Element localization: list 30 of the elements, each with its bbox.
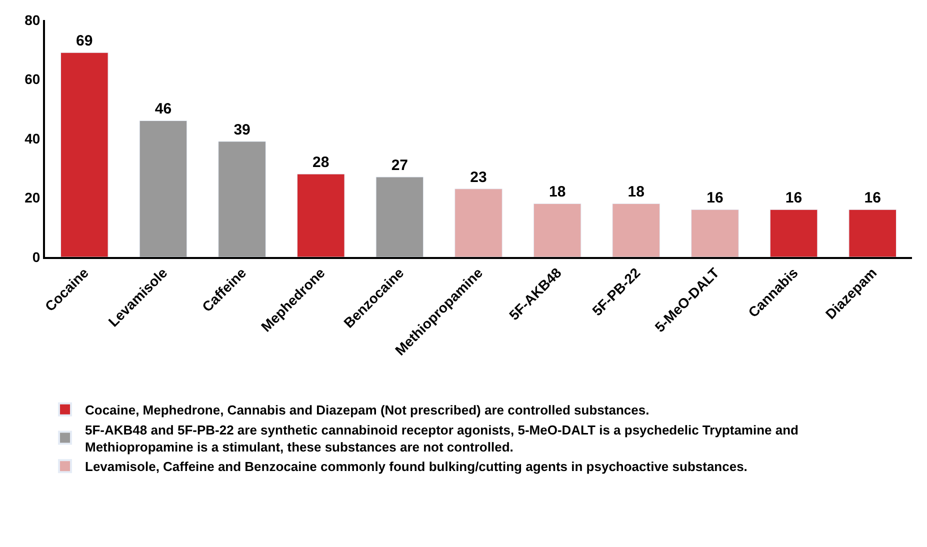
- bar: [691, 209, 739, 257]
- y-tick-label: 0: [32, 248, 40, 265]
- bar: [218, 141, 266, 257]
- y-tick-label: 40: [24, 130, 40, 146]
- y-tick-label: 60: [24, 71, 40, 88]
- bar: [296, 174, 345, 257]
- data-label: 69: [76, 32, 93, 50]
- legend-label: Levamisole, Caffeine and Benzocaine commonly found bulking/cutting agents in psychoactive substances.: [85, 459, 748, 474]
- bar: [848, 209, 896, 257]
- data-label: 16: [706, 190, 724, 207]
- data-label: 39: [234, 121, 250, 138]
- data-label: 16: [864, 190, 881, 207]
- bar: [60, 52, 108, 257]
- bar: [376, 176, 424, 257]
- y-tick-label: 80: [24, 12, 40, 28]
- data-label: 16: [785, 190, 802, 207]
- data-label: 46: [154, 100, 172, 118]
- y-tick-label: 20: [24, 190, 40, 206]
- legend-label: Cocaine, Mephedrone, Cannabis and Diazepam (Not prescribed) are controlled substances.: [85, 402, 650, 418]
- bar: [612, 203, 660, 257]
- bar: [139, 120, 188, 257]
- data-label: 18: [548, 184, 566, 201]
- legend-label: 5F-AKB48 and 5F-PB-22 are synthetic cannabinoid receptor agonists, 5-MeO-DALT is a psychedelic Tryptamine and Methiopropamine is a stimulant, these substances are not controlled.: [85, 422, 799, 454]
- bar: [533, 203, 582, 257]
- data-label: 28: [312, 154, 330, 172]
- bar: [454, 188, 502, 257]
- bar: [770, 209, 818, 257]
- data-label: 27: [391, 157, 408, 174]
- data-label: 18: [628, 184, 644, 201]
- data-label: 23: [470, 168, 487, 186]
